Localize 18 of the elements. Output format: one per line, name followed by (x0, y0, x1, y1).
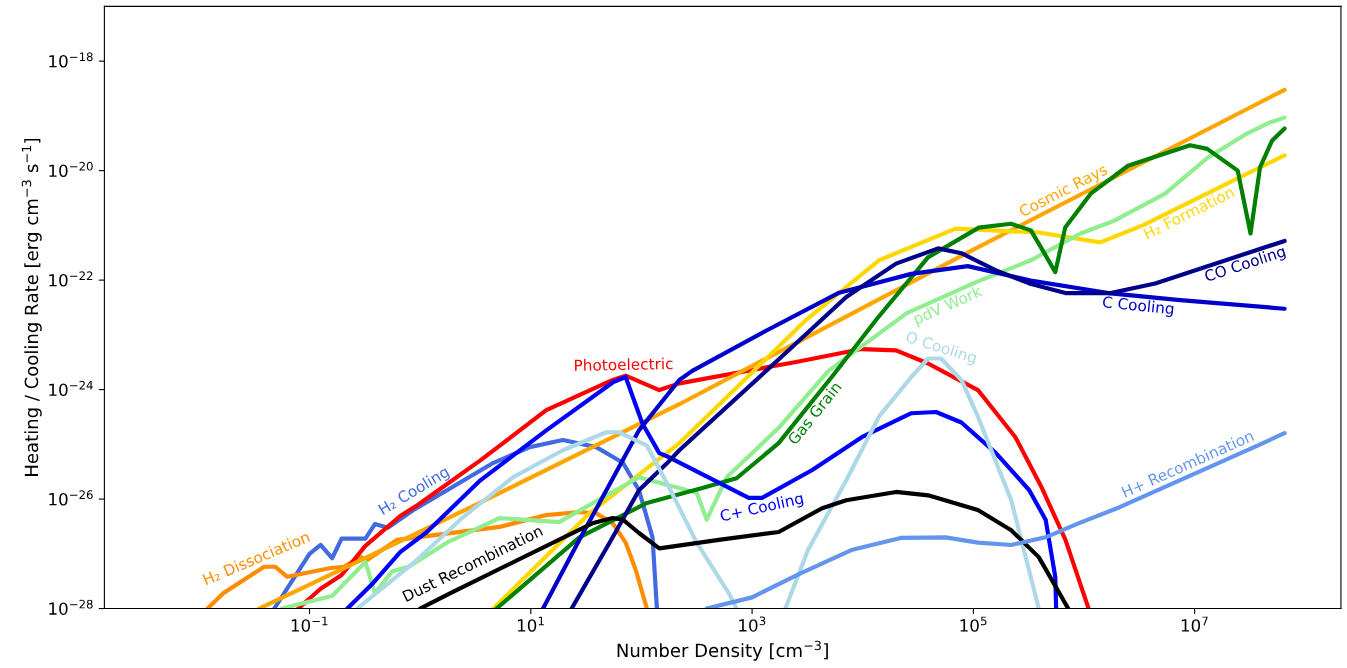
text: C+ Cooling (719, 491, 805, 525)
text: CO Cooling (1203, 244, 1287, 285)
y-tick-label: 10$^{−26}$ (49, 490, 93, 506)
x-axis-title: Number Density [cm$^{−3}$] (617, 640, 828, 661)
y-tick-label: 10$^{−24}$ (49, 380, 93, 397)
text: C Cooling (1102, 295, 1174, 318)
x-tick-label: 10$^{7}$ (1181, 616, 1208, 632)
y-tick-label: 10$^{−20}$ (49, 161, 93, 178)
y-tick-label: 10$^{−22}$ (49, 271, 93, 287)
x-tick-label: 10$^{−1}$ (291, 616, 328, 632)
x-tick-label: 10$^{1}$ (517, 616, 544, 632)
text: pdV Work (912, 284, 985, 328)
y-tick-label: 10$^{−18}$ (49, 52, 93, 68)
y-tick-label: 10$^{−28}$ (49, 599, 93, 615)
x-tick-label: 10$^{5}$ (960, 616, 987, 632)
series-label: Photoelectric (574, 357, 673, 372)
y-axis-title: Heating / Cooling Rate [erg cm$^{−3}$ s$^{−1}$] (21, 138, 42, 476)
x-tick-label: 10$^{3}$ (739, 616, 766, 632)
